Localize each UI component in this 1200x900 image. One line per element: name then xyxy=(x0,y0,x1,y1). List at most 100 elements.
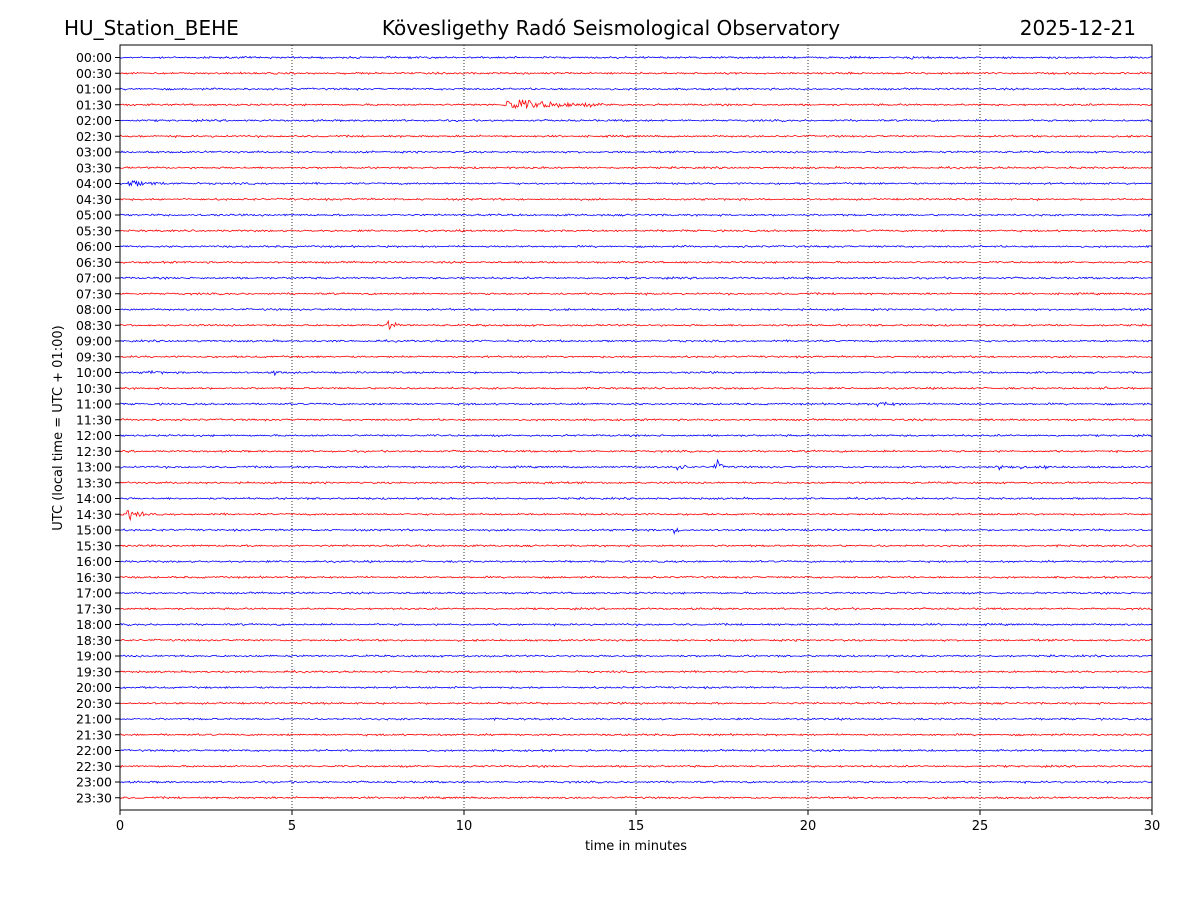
trace-1630 xyxy=(119,575,1153,580)
trace-1300 xyxy=(119,458,1153,471)
y-tick-label-44: 22:00 xyxy=(76,743,112,758)
y-tick-label-11: 05:30 xyxy=(76,223,112,238)
trace-1530 xyxy=(119,543,1153,548)
x-grid xyxy=(291,45,981,810)
y-tick-label-10: 05:00 xyxy=(76,208,112,223)
trace-2030 xyxy=(119,701,1153,706)
trace-0000 xyxy=(119,55,1153,60)
y-tick-label-17: 08:30 xyxy=(76,318,112,333)
trace-1430 xyxy=(119,510,1153,522)
y-tick-label-24: 12:00 xyxy=(76,428,112,443)
trace-1600 xyxy=(119,559,1153,564)
y-tick-label-19: 09:30 xyxy=(76,349,112,364)
y-tick-label-15: 07:30 xyxy=(76,286,112,301)
y-axis: 00:0000:3001:0001:3002:0002:3003:0003:30… xyxy=(76,50,120,805)
trace-2200 xyxy=(119,748,1153,753)
y-tick-label-21: 10:30 xyxy=(76,381,112,396)
y-tick-label-37: 18:30 xyxy=(76,633,112,648)
trace-group xyxy=(119,55,1153,800)
trace-0830 xyxy=(119,319,1153,331)
trace-1230 xyxy=(119,449,1153,454)
y-tick-label-31: 15:30 xyxy=(76,538,112,553)
trace-0130 xyxy=(119,99,1153,110)
y-tick-label-20: 10:00 xyxy=(76,365,112,380)
y-tick-label-22: 11:00 xyxy=(76,397,112,412)
x-tick-label-2: 10 xyxy=(456,819,473,834)
y-tick-label-12: 06:00 xyxy=(76,239,112,254)
recording-date: 2025-12-21 xyxy=(1019,16,1136,40)
y-tick-label-6: 03:00 xyxy=(76,145,112,160)
y-tick-label-3: 01:30 xyxy=(76,97,112,112)
trace-1130 xyxy=(119,418,1153,422)
trace-2000 xyxy=(119,685,1153,690)
y-tick-label-0: 00:00 xyxy=(76,50,112,65)
y-tick-label-27: 13:30 xyxy=(76,475,112,490)
trace-1100 xyxy=(119,401,1153,408)
y-tick-label-33: 16:30 xyxy=(76,570,112,585)
trace-0300 xyxy=(119,150,1153,154)
trace-0800 xyxy=(119,307,1153,312)
trace-0600 xyxy=(119,244,1153,249)
y-tick-label-28: 14:00 xyxy=(76,491,112,506)
y-tick-label-1: 00:30 xyxy=(76,66,112,81)
y-tick-label-23: 11:30 xyxy=(76,412,112,427)
y-tick-label-43: 21:30 xyxy=(76,727,112,742)
y-tick-label-14: 07:00 xyxy=(76,271,112,286)
y-tick-label-42: 21:00 xyxy=(76,712,112,727)
trace-1330 xyxy=(119,480,1153,485)
y-tick-label-4: 02:00 xyxy=(76,113,112,128)
trace-0230 xyxy=(119,134,1153,139)
x-tick-label-3: 15 xyxy=(628,819,645,834)
trace-0200 xyxy=(119,118,1153,123)
y-tick-label-18: 09:00 xyxy=(76,334,112,349)
x-tick-label-5: 25 xyxy=(972,819,989,834)
y-tick-label-46: 23:00 xyxy=(76,775,112,790)
trace-1830 xyxy=(119,638,1153,643)
trace-1930 xyxy=(119,669,1153,674)
trace-0700 xyxy=(119,276,1153,280)
trace-0630 xyxy=(119,260,1153,265)
y-tick-label-35: 17:30 xyxy=(76,601,112,616)
x-axis: 0 5 10 15 20 25 30 xyxy=(116,810,1160,834)
y-tick-label-8: 04:00 xyxy=(76,176,112,191)
y-axis-label: UTC (local time = UTC + 01:00) xyxy=(51,325,66,530)
trace-1400 xyxy=(119,496,1153,501)
trace-1500 xyxy=(119,527,1153,535)
trace-0530 xyxy=(119,228,1153,233)
y-tick-label-30: 15:00 xyxy=(76,523,112,538)
y-tick-label-47: 23:30 xyxy=(76,790,112,805)
y-tick-label-5: 02:30 xyxy=(76,129,112,144)
trace-0930 xyxy=(119,354,1153,359)
y-tick-label-36: 18:00 xyxy=(76,617,112,632)
x-tick-label-0: 0 xyxy=(116,819,124,834)
y-tick-label-39: 19:30 xyxy=(76,664,112,679)
y-tick-label-26: 13:00 xyxy=(76,460,112,475)
y-tick-label-40: 20:00 xyxy=(76,680,112,695)
y-tick-label-45: 22:30 xyxy=(76,759,112,774)
trace-1700 xyxy=(119,591,1153,595)
y-tick-label-34: 17:00 xyxy=(76,586,112,601)
x-tick-label-1: 5 xyxy=(288,819,296,834)
trace-0430 xyxy=(119,197,1153,202)
trace-1900 xyxy=(119,654,1153,658)
trace-0100 xyxy=(119,87,1153,91)
trace-0400 xyxy=(119,179,1153,187)
y-tick-label-41: 20:30 xyxy=(76,696,112,711)
trace-0330 xyxy=(119,165,1153,170)
trace-0730 xyxy=(119,291,1153,296)
trace-1000 xyxy=(119,369,1153,377)
observatory-title: Kövesligethy Radó Seismological Observat… xyxy=(381,16,841,40)
trace-1730 xyxy=(119,606,1153,611)
trace-2100 xyxy=(119,717,1153,722)
y-tick-label-38: 19:00 xyxy=(76,649,112,664)
trace-2300 xyxy=(119,780,1153,785)
y-tick-label-32: 16:00 xyxy=(76,554,112,569)
y-tick-label-7: 03:30 xyxy=(76,160,112,175)
y-tick-label-16: 08:00 xyxy=(76,302,112,317)
trace-1800 xyxy=(119,622,1153,627)
trace-2130 xyxy=(119,732,1153,737)
station-name: HU_Station_BEHE xyxy=(64,16,239,40)
trace-0030 xyxy=(119,71,1153,76)
x-axis-label: time in minutes xyxy=(585,839,687,854)
